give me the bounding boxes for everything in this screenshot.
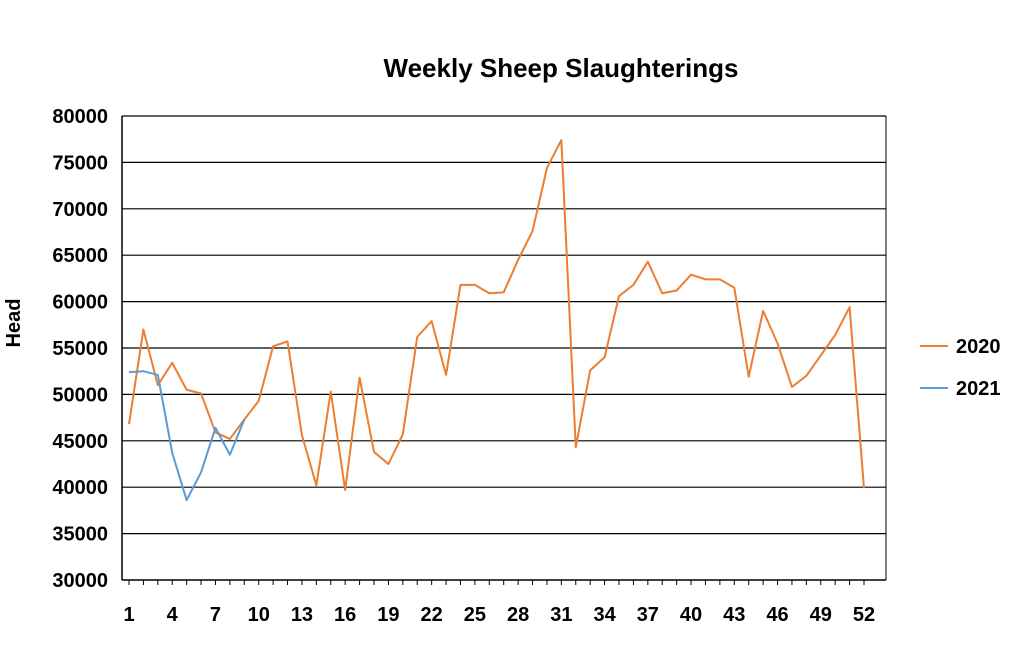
legend: 2020 2021: [920, 336, 1001, 400]
legend-label-2021: 2021: [956, 378, 1001, 400]
y-tick-label: 75000: [52, 152, 108, 174]
x-tick-label: 22: [421, 604, 443, 626]
x-tick-label: 10: [248, 604, 270, 626]
x-tick-label: 1: [123, 604, 134, 626]
x-tick-label: 25: [464, 604, 486, 626]
x-tick-label: 46: [766, 604, 788, 626]
x-tick-label: 19: [377, 604, 399, 626]
gridlines: [122, 116, 886, 534]
y-axis-label: Head: [3, 299, 25, 348]
x-tick-label: 13: [291, 604, 313, 626]
chart-title: Weekly Sheep Slaughterings: [384, 53, 739, 83]
x-tick-label: 43: [723, 604, 745, 626]
y-tick-label: 60000: [52, 292, 108, 314]
y-tick-label: 30000: [52, 570, 108, 592]
x-tick-label: 28: [507, 604, 529, 626]
x-tick-label: 7: [210, 604, 221, 626]
y-tick-label: 35000: [52, 524, 108, 546]
series-line-2020: [129, 140, 864, 490]
x-tick-label: 37: [637, 604, 659, 626]
legend-label-2020: 2020: [956, 336, 1001, 358]
y-tick-label: 70000: [52, 199, 108, 221]
x-tick-label: 4: [167, 604, 179, 626]
x-tick-label: 34: [593, 604, 616, 626]
y-tick-label: 80000: [52, 106, 108, 128]
x-tick-label: 31: [550, 604, 572, 626]
y-tick-label: 65000: [52, 245, 108, 267]
y-tick-label: 50000: [52, 384, 108, 406]
x-tick-label: 16: [334, 604, 356, 626]
y-tick-label: 55000: [52, 338, 108, 360]
x-tick-label: 40: [680, 604, 702, 626]
series-group: [129, 140, 864, 500]
axes: 30000 35000 40000 45000 50000 55000 60000 65000…: [52, 106, 886, 626]
x-tick-label: 49: [810, 604, 832, 626]
x-tick-label: 52: [853, 604, 875, 626]
y-tick-label: 45000: [52, 431, 108, 453]
y-tick-label: 40000: [52, 477, 108, 499]
